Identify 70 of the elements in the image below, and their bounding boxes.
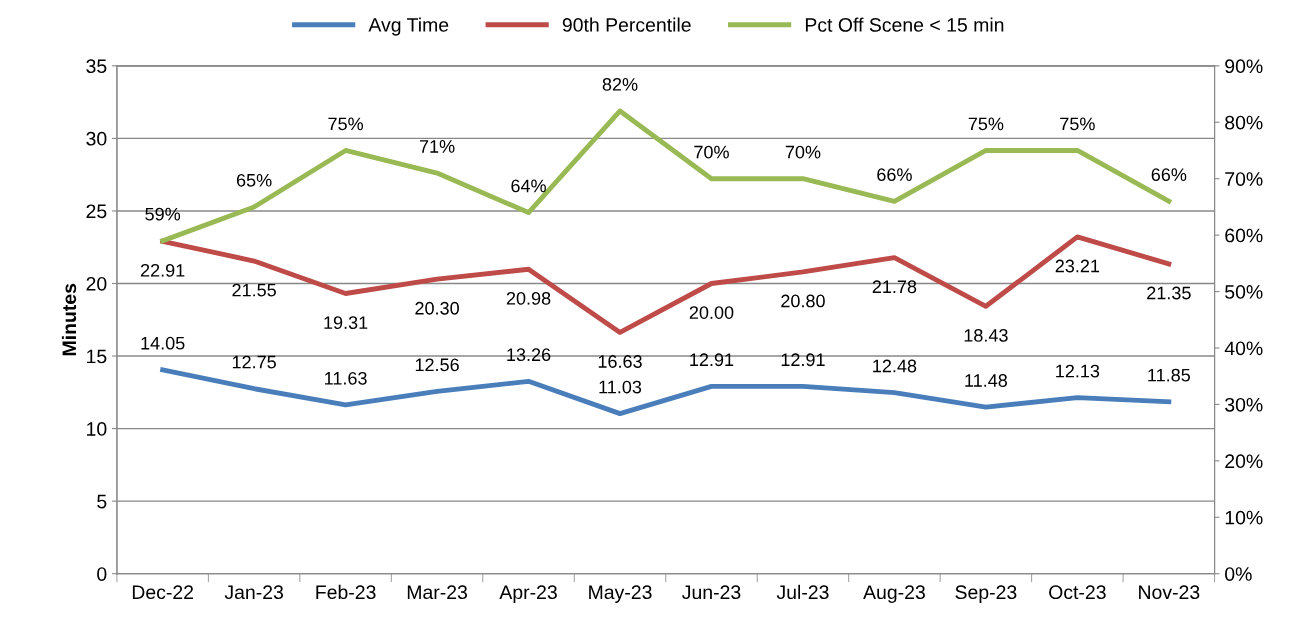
x-tick-label: Jan-23 — [224, 585, 283, 600]
data-label: 18.43 — [964, 328, 1008, 342]
y2-tick-label: 0% — [1225, 567, 1252, 581]
x-tick-label: Mar-23 — [407, 585, 467, 600]
data-label: 70% — [785, 145, 821, 159]
data-label: 12.75 — [232, 355, 276, 369]
data-label: 70% — [694, 145, 729, 159]
data-label: 14.05 — [141, 336, 185, 350]
data-label: 59% — [145, 207, 181, 221]
data-label: 12.56 — [415, 358, 459, 372]
data-label: 19.31 — [324, 316, 368, 329]
legend-label: Avg Time — [368, 17, 449, 36]
data-label: 16.63 — [598, 355, 642, 368]
y-tick-label: 20 — [86, 276, 107, 291]
data-label: 11.48 — [965, 374, 1008, 387]
data-label: 20.30 — [415, 301, 459, 315]
y2-tick-label: 30% — [1225, 397, 1263, 412]
x-tick-label: Aug-23 — [863, 585, 925, 603]
x-tick-label: Apr-23 — [499, 585, 557, 603]
data-label: 21.55 — [232, 283, 276, 297]
data-label: 11.85 — [1148, 368, 1190, 382]
data-label: 71% — [419, 140, 455, 153]
x-tick-label: Jul-23 — [776, 584, 829, 600]
data-label: 11.63 — [325, 371, 367, 385]
y2-tick-label: 80% — [1225, 115, 1263, 130]
y-tick-label: 25 — [86, 204, 107, 219]
data-label: 75% — [1060, 117, 1095, 131]
data-label: 21.35 — [1147, 286, 1191, 300]
data-label: 12.91 — [781, 353, 825, 367]
legend-label: Pct Off Scene < 15 min — [805, 17, 1004, 32]
x-tick-label: Jun-23 — [682, 585, 741, 600]
legend-label: 90th Percentile — [562, 17, 691, 32]
y2-tick-label: 60% — [1225, 228, 1263, 243]
data-label: 64% — [511, 179, 546, 193]
data-label: 13.26 — [507, 348, 551, 362]
y-tick-label: 30 — [86, 131, 107, 146]
data-label: 11.03 — [599, 380, 642, 394]
data-label: 75% — [328, 117, 364, 131]
data-label: 20.80 — [781, 294, 825, 308]
y2-tick-label: 90% — [1225, 59, 1263, 74]
y2-tick-label: 70% — [1225, 172, 1263, 186]
data-label: 66% — [877, 168, 912, 182]
y2-tick-label: 20% — [1225, 454, 1263, 469]
y-tick-label: 5 — [97, 494, 107, 509]
y2-tick-label: 50% — [1225, 285, 1263, 299]
x-tick-label: May-23 — [589, 585, 652, 603]
x-tick-label: Dec-22 — [132, 585, 194, 600]
y2-tick-label: 10% — [1225, 510, 1263, 525]
x-tick-label: Sep-23 — [955, 585, 1017, 603]
data-label: 12.13 — [1056, 364, 1100, 378]
data-label: 20.98 — [506, 291, 551, 305]
data-label: 21.78 — [872, 280, 917, 294]
y-tick-label: 35 — [86, 59, 107, 74]
data-label: 75% — [968, 117, 1004, 131]
x-tick-label: Feb-23 — [316, 584, 376, 600]
data-label: 23.21 — [1055, 259, 1100, 273]
data-label: 12.48 — [873, 359, 917, 373]
data-label: 12.91 — [690, 353, 734, 367]
y-tick-label: 10 — [87, 422, 107, 436]
data-label: 66% — [1151, 168, 1187, 182]
y-tick-label: 0 — [97, 567, 107, 581]
data-label: 65% — [236, 173, 272, 187]
x-tick-label: Nov-23 — [1139, 585, 1200, 600]
data-label: 82% — [602, 77, 638, 91]
y2-tick-label: 40% — [1224, 341, 1263, 356]
y-tick-label: 15 — [87, 349, 107, 364]
y-axis-title: Minutes — [61, 283, 77, 356]
x-tick-label: Oct-23 — [1049, 585, 1106, 600]
data-label: 20.00 — [689, 306, 734, 319]
data-label: 22.91 — [140, 263, 185, 277]
